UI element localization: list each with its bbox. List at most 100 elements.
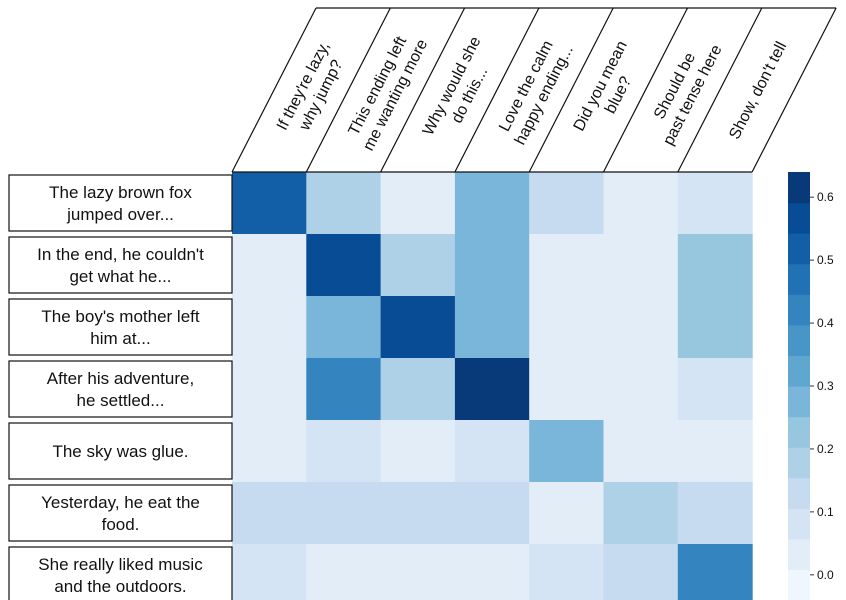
- heatmap-cell: [306, 172, 382, 235]
- heatmap-cell: [529, 482, 605, 545]
- row-label-box: [8, 546, 233, 600]
- colorbar-segment: [788, 508, 810, 540]
- heatmap-cell: [232, 544, 307, 600]
- heatmap-cell: [677, 234, 753, 297]
- colorbar: 0.0 0.1 0.2 0.3 0.4 0.5 0.6: [788, 172, 834, 600]
- colorbar-tick-label: 0.3: [817, 379, 834, 393]
- row-label: get what he...: [69, 267, 171, 286]
- colorbar-segment: [788, 477, 810, 509]
- colorbar-segment: [788, 447, 810, 479]
- heatmap-cell: [529, 234, 605, 297]
- colorbar-tick-label: 0.4: [817, 316, 834, 330]
- heatmap-cell: [603, 358, 679, 421]
- row-label: The boy's mother left: [41, 307, 199, 326]
- heatmap-cell: [380, 544, 456, 600]
- heatmap-cell: [677, 420, 753, 483]
- heatmap-cell: [677, 358, 753, 421]
- header-divider: [751, 7, 837, 173]
- colorbar-tick-label: 0.5: [817, 253, 834, 267]
- header-divider: [305, 7, 391, 173]
- row-label-box: [8, 236, 233, 294]
- row-label: She really liked music: [38, 555, 203, 574]
- row-labels: The lazy brown fox jumped over... In the e…: [8, 174, 233, 600]
- heatmap-cell: [529, 296, 605, 359]
- header-divider: [602, 7, 689, 173]
- heatmap-cell: [454, 482, 530, 545]
- row-label: Yesterday, he eat the: [41, 493, 200, 512]
- colorbar-segment: [788, 386, 810, 418]
- colorbar-tick-label: 0.2: [817, 442, 834, 456]
- heatmap-cell: [603, 172, 679, 235]
- row-label: The lazy brown fox: [49, 183, 192, 202]
- heatmap-cells: [232, 172, 753, 600]
- heatmap-cell: [603, 482, 679, 545]
- heatmap-cell: [454, 172, 530, 235]
- header-divider: [528, 7, 614, 173]
- heatmap-cell: [603, 544, 679, 600]
- colorbar-segment: [788, 569, 810, 600]
- colorbar-tick-label: 0.0: [817, 568, 834, 582]
- row-label-box: [8, 174, 233, 232]
- heatmap-cell: [603, 234, 679, 297]
- column-labels: If they're lazy,why jump? This ending lef…: [231, 7, 837, 173]
- row-label-box: [8, 422, 233, 480]
- row-label-box: [8, 484, 233, 542]
- heatmap-cell: [380, 358, 456, 421]
- heatmap-cell: [529, 544, 605, 600]
- colorbar-segment: [788, 202, 810, 234]
- heatmap-cell: [454, 358, 530, 421]
- heatmap-cell: [454, 296, 530, 359]
- colorbar-segment: [788, 355, 810, 387]
- heatmap-cell: [380, 420, 456, 483]
- heatmap-cell: [603, 420, 679, 483]
- header-divider: [454, 7, 540, 173]
- colorbar-tick-label: 0.1: [817, 505, 834, 519]
- heatmap-cell: [306, 234, 382, 297]
- column-label: Show, don't tell: [726, 39, 790, 142]
- column-label-group: If they're lazy,why jump?: [274, 39, 347, 134]
- header-divider: [231, 7, 317, 173]
- heatmap-cell: [232, 482, 307, 545]
- column-label-group: Show, don't tell: [726, 39, 790, 142]
- heatmap-cell: [306, 544, 382, 600]
- heatmap-cell: [454, 544, 530, 600]
- heatmap-cell: [677, 482, 753, 545]
- colorbar-segment: [788, 538, 810, 571]
- colorbar-segment: [788, 294, 810, 326]
- heatmap-cell: [232, 172, 307, 235]
- row-label-box: [8, 298, 233, 356]
- row-label: him at...: [90, 329, 150, 348]
- row-label: he settled...: [77, 391, 165, 410]
- heatmap-cell: [306, 296, 382, 359]
- heatmap-cell: [232, 420, 307, 483]
- heatmap-cell: [306, 358, 382, 421]
- colorbar-tick-label: 0.6: [817, 190, 834, 204]
- heatmap-cell: [529, 172, 605, 235]
- heatmap-cell: [380, 172, 456, 235]
- heatmap-cell: [454, 234, 530, 297]
- heatmap-cell: [380, 482, 456, 545]
- row-label: In the end, he couldn't: [37, 245, 204, 264]
- row-label: food.: [102, 515, 140, 534]
- heatmap-cell: [232, 296, 307, 359]
- heatmap-cell: [677, 296, 753, 359]
- row-label: jumped over...: [66, 205, 174, 224]
- row-label: After his adventure,: [47, 369, 194, 388]
- heatmap-cell: [232, 234, 307, 297]
- colorbar-segment: [788, 172, 810, 204]
- header-divider: [677, 7, 763, 173]
- heatmap-cell: [306, 420, 382, 483]
- row-label: The sky was glue.: [52, 442, 188, 461]
- heatmap-cell: [677, 172, 753, 235]
- header-divider: [380, 7, 466, 173]
- heatmap-cell: [454, 420, 530, 483]
- colorbar-segment: [788, 416, 810, 448]
- heatmap-cell: [232, 358, 307, 421]
- heatmap-cell: [380, 296, 456, 359]
- colorbar-segment: [788, 233, 810, 265]
